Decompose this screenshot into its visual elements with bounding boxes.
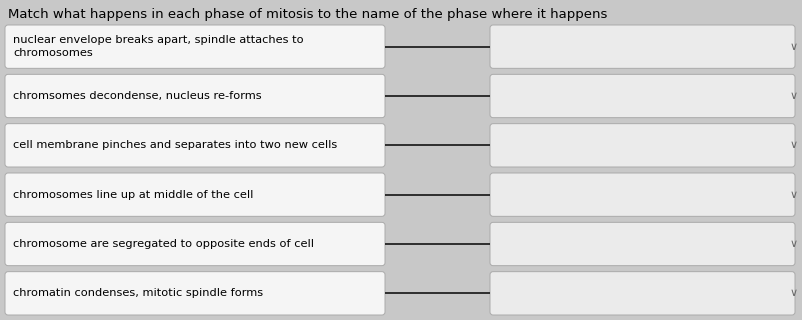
Text: chromsomes decondense, nucleus re-forms: chromsomes decondense, nucleus re-forms: [13, 91, 261, 101]
Text: chromatin condenses, mitotic spindle forms: chromatin condenses, mitotic spindle for…: [13, 288, 263, 298]
Text: Match what happens in each phase of mitosis to the name of the phase where it ha: Match what happens in each phase of mito…: [8, 8, 606, 21]
Text: ∨: ∨: [789, 140, 797, 150]
FancyBboxPatch shape: [489, 25, 794, 68]
Text: ∨: ∨: [789, 42, 797, 52]
FancyBboxPatch shape: [5, 124, 384, 167]
Text: ∨: ∨: [789, 190, 797, 200]
Text: ∨: ∨: [789, 91, 797, 101]
FancyBboxPatch shape: [5, 25, 384, 68]
Text: chromosome are segregated to opposite ends of cell: chromosome are segregated to opposite en…: [13, 239, 314, 249]
FancyBboxPatch shape: [489, 222, 794, 266]
Text: nuclear envelope breaks apart, spindle attaches to
chromosomes: nuclear envelope breaks apart, spindle a…: [13, 35, 303, 58]
FancyBboxPatch shape: [489, 74, 794, 118]
FancyBboxPatch shape: [5, 272, 384, 315]
FancyBboxPatch shape: [489, 272, 794, 315]
FancyBboxPatch shape: [5, 222, 384, 266]
FancyBboxPatch shape: [5, 74, 384, 118]
FancyBboxPatch shape: [489, 173, 794, 216]
Text: chromosomes line up at middle of the cell: chromosomes line up at middle of the cel…: [13, 190, 253, 200]
Text: cell membrane pinches and separates into two new cells: cell membrane pinches and separates into…: [13, 140, 337, 150]
FancyBboxPatch shape: [489, 124, 794, 167]
Text: ∨: ∨: [789, 288, 797, 298]
Text: ∨: ∨: [789, 239, 797, 249]
FancyBboxPatch shape: [5, 173, 384, 216]
